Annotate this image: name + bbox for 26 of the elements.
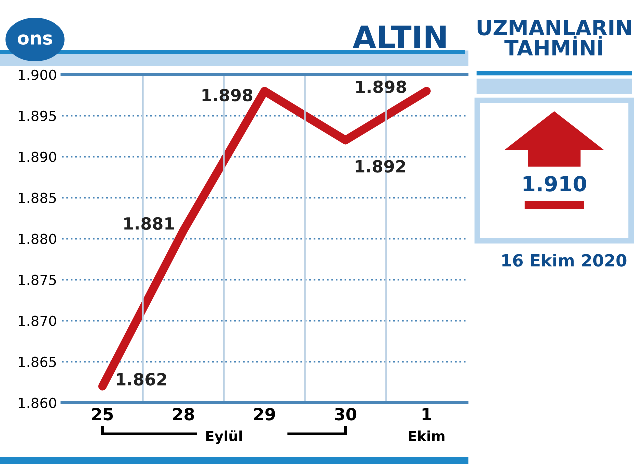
text: 1.910 [524,176,586,192]
text: Eylül [206,430,242,444]
y-tick-label: 1.885 [19,192,56,204]
y-tick-label: 1.895 [19,110,56,122]
data-label: 1.898 [202,89,253,102]
x-tick-label: 30 [335,408,357,421]
chart-title: ALTIN [352,26,446,48]
data-label: 1.892 [356,160,406,173]
x-tick-label: 29 [254,408,276,421]
y-tick-label: 1.880 [19,234,56,244]
x-tick-label: 1 [422,408,432,420]
y-tick-label: 1.900 [19,70,56,80]
y-tick-label: 1.870 [19,316,56,326]
text: UZMANLARIN TAHMİNİ [478,20,632,56]
text: Ekim [409,430,445,442]
data-label: 1.881 [124,217,174,230]
data-label: 1.862 [117,373,166,386]
y-tick-label: 1.875 [19,274,56,286]
text: ons [18,34,52,46]
text: 16 Ekim 2020 [502,254,627,267]
data-label: 1.898 [356,80,406,94]
y-tick-label: 1.865 [19,356,56,368]
x-tick-label: 25 [92,408,114,421]
y-tick-label: 1.890 [19,152,56,162]
y-tick-label: 1.860 [19,398,56,408]
x-tick-label: 28 [173,408,194,421]
